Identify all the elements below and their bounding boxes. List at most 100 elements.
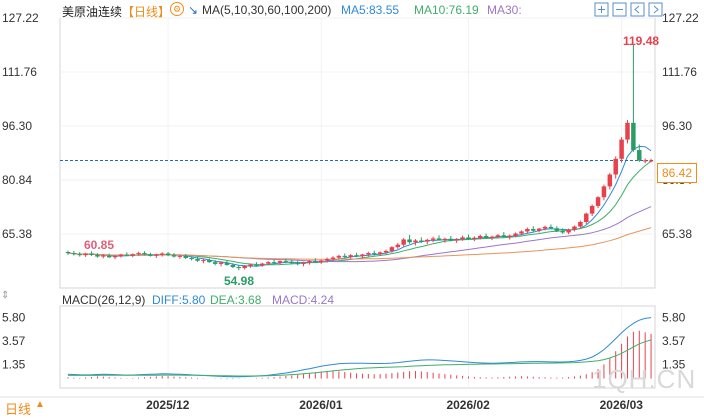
macd-dea: DEA:3.68	[210, 293, 262, 307]
candle-body	[248, 264, 253, 267]
candle-body	[136, 253, 141, 255]
candle-body	[307, 261, 312, 263]
macd-y-tick-left: 1.35	[2, 357, 26, 371]
drag-handle-icon[interactable]: ⇕	[1, 290, 10, 301]
candle-body	[589, 205, 595, 214]
candle-body	[230, 264, 236, 268]
candle-body	[548, 226, 554, 229]
candle-body	[171, 255, 177, 257]
candle-body	[395, 244, 401, 248]
candle-body	[507, 235, 512, 238]
candle-body	[454, 239, 459, 241]
high-price-label: 119.48	[623, 34, 660, 48]
x-tick-label: 2026/03	[600, 398, 644, 412]
ma10-value: MA10:76.19	[414, 3, 479, 17]
candle-body	[118, 254, 124, 257]
indicator-icon[interactable]: ↘	[188, 3, 199, 17]
candle-body	[277, 261, 283, 263]
candle-body	[442, 238, 448, 241]
candle-body	[424, 239, 430, 242]
settings-icon[interactable]: ⚙	[170, 2, 184, 16]
candle-body	[224, 262, 230, 265]
candle-body	[377, 252, 383, 255]
candle-body	[318, 260, 324, 263]
candle-body	[254, 264, 259, 266]
candle-body	[207, 260, 212, 263]
zoom-in-icon[interactable]	[594, 2, 609, 17]
candle-body	[154, 254, 159, 256]
macd-y-tick-right: 5.80	[662, 311, 686, 325]
macd-diff-line	[67, 317, 652, 378]
caret-up-icon[interactable]: ▲	[35, 399, 45, 410]
candle-body	[295, 263, 300, 265]
candle-body	[495, 235, 501, 237]
candle-body	[218, 262, 224, 264]
candle-body	[525, 228, 530, 232]
y-tick-right: 127.22	[662, 11, 699, 25]
y-tick-left: 96.30	[2, 119, 32, 133]
candle-body	[560, 231, 565, 233]
y-tick-left: 65.38	[2, 227, 32, 241]
candle-body	[554, 228, 560, 232]
candle-body	[106, 255, 112, 258]
ma10-line	[67, 160, 652, 266]
candle-body	[124, 254, 130, 256]
candle-body	[513, 233, 518, 236]
x-tick-label: 2026/02	[446, 398, 490, 412]
candle-body	[501, 235, 507, 238]
candle-body	[489, 236, 495, 239]
candle-body	[71, 253, 77, 255]
y-tick-left: 127.22	[2, 11, 39, 25]
period-footer-button[interactable]: 日线	[5, 402, 32, 417]
y-tick-left: 111.76	[2, 65, 37, 79]
candle-body	[348, 255, 353, 257]
move-left-icon[interactable]	[630, 2, 645, 17]
candle-body	[366, 253, 371, 255]
candle-body	[478, 235, 483, 238]
candle-body	[142, 253, 147, 255]
period-label[interactable]: 【日线】	[122, 5, 171, 19]
candle-body	[165, 253, 171, 256]
candle-body	[283, 261, 289, 263]
candle-body	[613, 158, 618, 175]
candle-body	[342, 255, 348, 257]
candle-body	[271, 262, 277, 264]
candle-body	[460, 237, 465, 240]
candle-body	[401, 239, 406, 245]
candle-body	[648, 160, 654, 162]
candle-body	[95, 254, 100, 257]
candle-body	[236, 267, 241, 269]
candle-body	[466, 237, 471, 240]
zoom-out-icon[interactable]	[612, 2, 627, 17]
candle-body	[536, 228, 542, 231]
instrument-title: 美原油连续	[62, 5, 123, 19]
candle-body	[642, 160, 648, 162]
macd-diff: DIFF:5.80	[152, 293, 206, 307]
candle-body	[413, 240, 418, 243]
ma-label: MA(5,10,30,60,100,200)	[202, 3, 332, 17]
candle-body	[159, 253, 165, 255]
candle-body	[65, 252, 71, 254]
candle-body	[542, 226, 548, 229]
left-price-label: 60.85	[84, 238, 115, 252]
candle-body	[177, 255, 183, 257]
candle-body	[112, 256, 118, 258]
candle-body	[101, 255, 106, 257]
candle-body	[360, 254, 365, 257]
macd-y-tick-left: 5.80	[2, 311, 26, 325]
candle-body	[242, 266, 247, 269]
x-tick-label: 2025/12	[146, 398, 190, 412]
candle-body	[289, 261, 295, 264]
move-right-icon[interactable]	[648, 2, 663, 17]
macd-y-tick-left: 3.57	[2, 334, 26, 348]
macd-label: MACD(26,12,9)	[62, 293, 146, 307]
candle-body	[448, 238, 454, 241]
candle-body	[584, 213, 589, 223]
candle-body	[436, 238, 442, 241]
main-panel-frame	[59, 17, 656, 289]
macd-dea-line	[67, 339, 652, 377]
candle-body	[531, 228, 536, 231]
candle-body	[619, 139, 624, 159]
candle-body	[430, 238, 436, 240]
